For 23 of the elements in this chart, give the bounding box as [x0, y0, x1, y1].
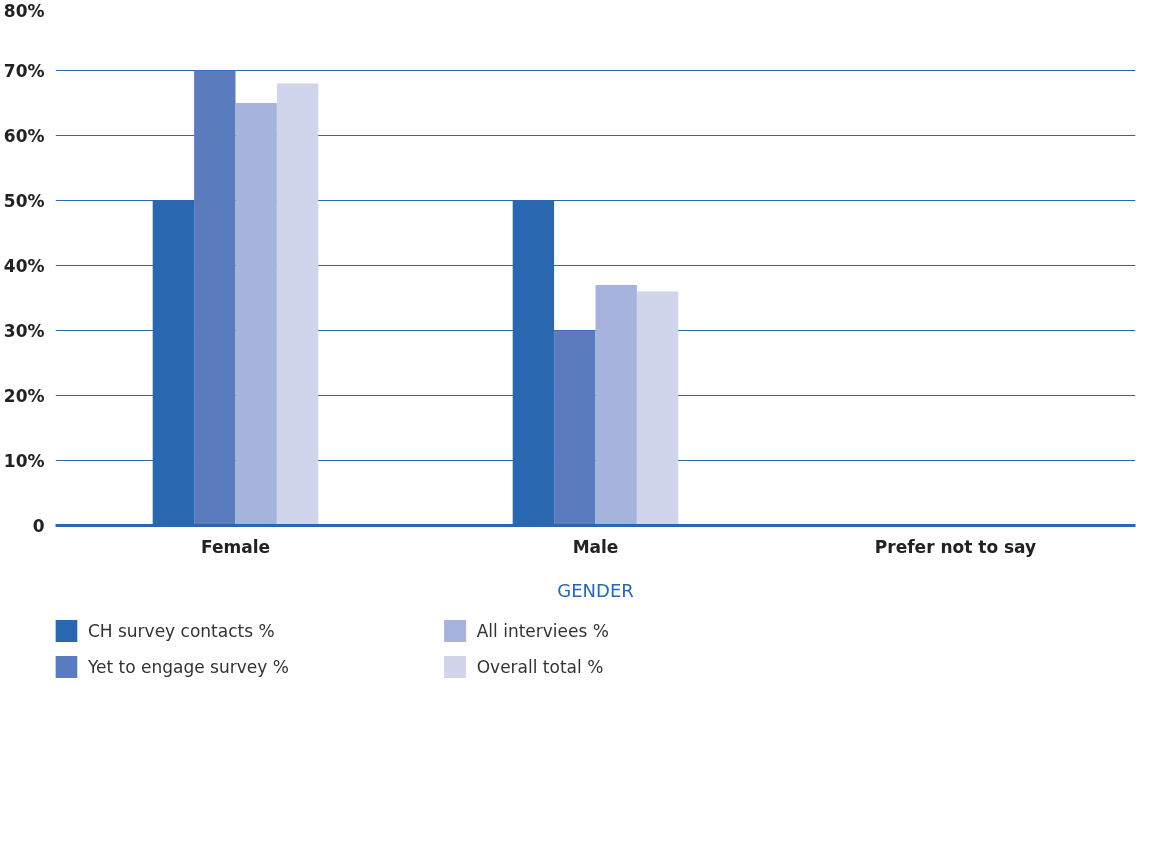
bar	[554, 330, 596, 526]
y-tick-label: 30%	[3, 320, 45, 341]
y-tick-label: 10%	[3, 450, 45, 471]
bar	[595, 285, 637, 526]
y-tick-label: 20%	[3, 385, 45, 406]
legend-label: Yet to engage survey %	[86, 656, 289, 677]
legend-label: CH survey contacts %	[87, 620, 275, 641]
x-tick-label: Prefer not to say	[874, 536, 1037, 557]
bar	[636, 291, 679, 526]
y-tick-label: 50%	[3, 190, 45, 211]
x-tick-label: Female	[201, 536, 270, 557]
y-tick-label: 40%	[3, 255, 45, 276]
y-tick-label: 60%	[3, 125, 45, 146]
legend-label: Overall total %	[476, 656, 604, 677]
legend-label: All interviees %	[476, 620, 609, 641]
x-axis-title: GENDER	[557, 579, 634, 601]
bar	[276, 83, 319, 526]
y-tick-label: 70%	[3, 60, 45, 81]
y-tick-label: 0	[32, 515, 45, 536]
y-tick-label: 80%	[3, 0, 45, 21]
x-tick-label: Male	[572, 536, 619, 557]
bar	[194, 70, 236, 526]
bar	[235, 103, 277, 526]
